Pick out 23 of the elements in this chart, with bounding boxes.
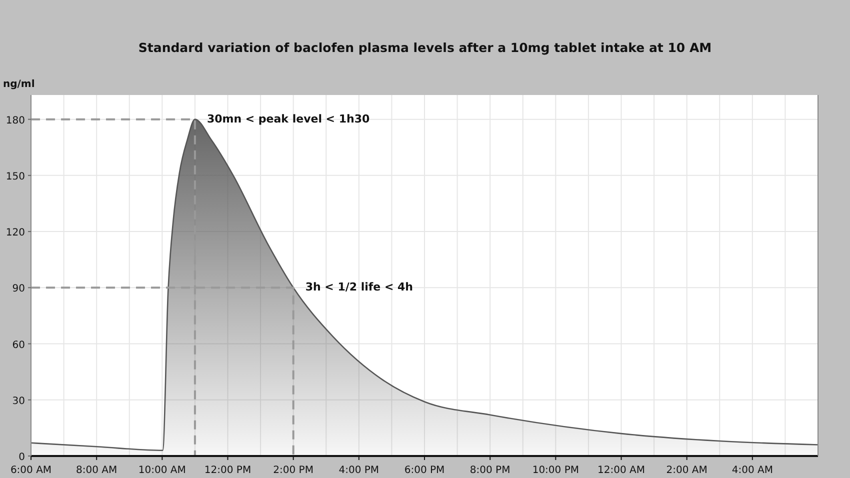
annotation: 3h < 1/2 life < 4h — [305, 280, 414, 294]
x-tick-label: 2:00 AM — [666, 465, 708, 476]
x-tick-label: 8:00 AM — [76, 465, 118, 476]
x-tick-label: 2:00 PM — [273, 465, 314, 476]
y-tick-label: 180 — [6, 115, 25, 126]
x-tick-label: 12:00 AM — [598, 465, 645, 476]
y-tick-label: 30 — [12, 396, 25, 407]
y-tick-label: 90 — [12, 284, 25, 295]
x-tick-label: 10:00 AM — [138, 465, 186, 476]
y-axis-title: ng/ml — [3, 79, 35, 90]
x-tick-label: 10:00 PM — [532, 465, 579, 476]
x-tick-label: 6:00 PM — [404, 465, 445, 476]
x-tick-label: 6:00 AM — [10, 465, 52, 476]
x-tick-label: 8:00 PM — [470, 465, 510, 476]
annotation: 30mn < peak level < 1h30 — [206, 112, 370, 126]
x-tick-label: 4:00 AM — [732, 465, 773, 476]
x-tick-label: 12:00 PM — [204, 465, 252, 476]
y-tick-label: 60 — [12, 340, 25, 351]
y-tick-label: 0 — [18, 452, 25, 463]
x-tick-label: 4:00 PM — [338, 465, 380, 476]
y-tick-label: 120 — [6, 228, 25, 239]
y-tick-label: 150 — [6, 171, 25, 182]
chart-title: Standard variation of baclofen plasma levels after a 10mg tablet intake at 10 AM — [138, 40, 712, 55]
